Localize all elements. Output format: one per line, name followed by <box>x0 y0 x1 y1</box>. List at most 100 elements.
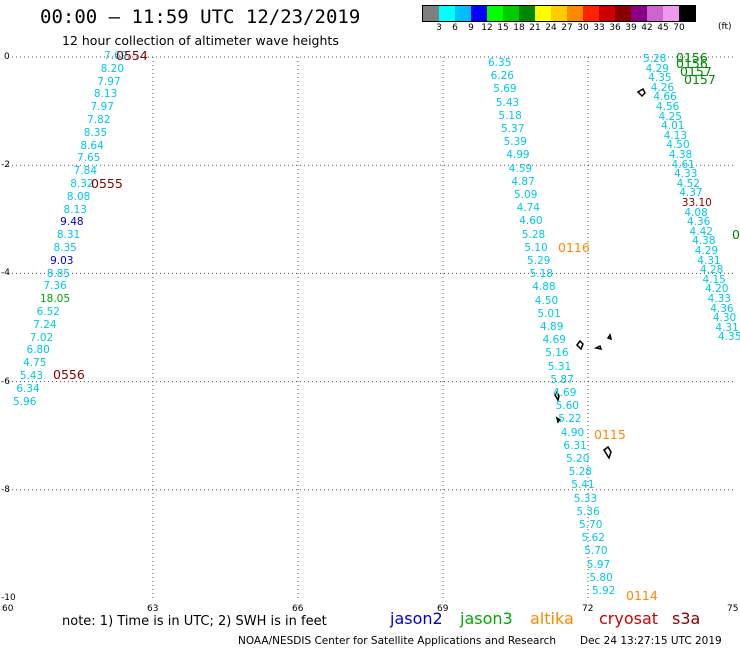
wave-height-value: 4.29 <box>645 62 669 75</box>
wave-height-value: 7.24 <box>33 318 57 331</box>
y-axis-tick-label: -6 <box>1 376 10 387</box>
wave-height-value: 7.02 <box>29 331 54 344</box>
color-scale-cell <box>615 6 631 21</box>
color-scale-label: 15 <box>497 23 509 33</box>
wave-height-value: 6.31 <box>563 439 587 452</box>
y-axis-tick-label: 0 <box>4 52 10 62</box>
wave-height-value: 7.69 <box>104 50 128 62</box>
color-scale-cell <box>519 6 535 21</box>
wave-height-value: 4.35 <box>648 72 672 85</box>
color-scale-bar <box>422 5 696 22</box>
wave-height-value: 5.18 <box>498 109 522 122</box>
island-outline <box>636 87 646 98</box>
color-scale-cell <box>647 6 663 21</box>
footer-credit: NOAA/NESDIS Center for Satellite Applica… <box>238 635 556 647</box>
island-outline <box>593 344 603 350</box>
wave-height-value: 5.01 <box>537 307 561 320</box>
island-outlines <box>554 87 646 460</box>
island-outline <box>555 416 562 424</box>
wave-height-value: 5.37 <box>501 123 525 135</box>
color-scale-unit: (ft) <box>718 22 732 32</box>
page-subtitle: 12 hour collection of altimeter wave hei… <box>62 33 339 48</box>
wave-height-value: 5.97 <box>586 558 611 571</box>
footer-note: note: 1) Time is in UTC; 2) SWH is in fe… <box>62 614 327 629</box>
color-scale-label: 27 <box>561 23 573 33</box>
pass-time-label: 0 <box>732 227 740 242</box>
island-outline <box>606 333 613 341</box>
x-axis-tick-label: 69 <box>437 604 449 614</box>
y-axis-tick-label: -10 <box>1 593 16 603</box>
wave-height-value: 4.28 <box>699 264 724 277</box>
wave-height-value: 8.31 <box>56 229 81 242</box>
wave-height-value: 4.29 <box>694 245 719 257</box>
wave-height-value: 4.50 <box>534 294 559 307</box>
wave-height-value: 4.75 <box>23 357 47 370</box>
wave-height-value: 5.92 <box>592 585 616 597</box>
wave-height-value: 4.08 <box>684 206 708 219</box>
pass-time-label: 0116 <box>558 240 590 255</box>
wave-height-value: 33.10 <box>681 197 712 209</box>
wave-height-value: 4.35 <box>718 331 740 344</box>
pass-time-label: 0157 <box>680 64 712 79</box>
wave-height-value: 5.62 <box>581 532 605 545</box>
wave-height-value: 6.35 <box>488 57 512 69</box>
wave-height-value: 5.20 <box>566 453 590 465</box>
wave-height-value: 5.28 <box>568 466 592 479</box>
wave-height-value: 4.87 <box>511 175 535 188</box>
color-scale-cell <box>567 6 583 21</box>
wave-height-value: 5.87 <box>550 373 574 386</box>
y-axis-tick-label: -2 <box>1 160 10 171</box>
grid-lines <box>8 56 733 598</box>
color-scale-label: 30 <box>577 23 589 33</box>
wave-height-value: 4.33 <box>707 293 732 305</box>
footer-timestamp: Dec 24 13:27:15 UTC 2019 <box>580 635 722 647</box>
wave-height-value: 4.61 <box>671 158 695 171</box>
wave-height-value: 8.08 <box>66 190 91 203</box>
color-scale-label: 12 <box>481 23 493 33</box>
legend-item-jason2: jason2 <box>390 609 443 628</box>
wave-height-value: 5.39 <box>503 136 527 149</box>
wave-height-value: 4.90 <box>560 426 585 439</box>
wave-height-value: 4.69 <box>542 334 566 347</box>
island-outline <box>576 339 584 351</box>
wave-height-value: 8.64 <box>80 139 104 152</box>
color-scale-label: 39 <box>625 23 637 33</box>
wave-height-value: 4.20 <box>705 283 729 296</box>
wave-height-value: 8.32 <box>70 178 94 190</box>
color-scale-label: 70 <box>673 23 685 33</box>
wave-height-value: 8.20 <box>100 62 125 75</box>
legend-item-cryosat: cryosat <box>599 609 659 628</box>
wave-height-value: 4.38 <box>692 235 716 248</box>
wave-height-value: 7.97 <box>90 101 114 114</box>
wave-height-value: 18.05 <box>39 293 71 306</box>
wave-height-value: 7.36 <box>43 280 67 293</box>
color-scale-label: 42 <box>641 23 653 33</box>
legend-item-jason3: jason3 <box>460 609 513 628</box>
wave-height-value: 5.70 <box>584 545 608 558</box>
wave-height-value: 4.59 <box>508 162 533 175</box>
wave-height-value: 5.28 <box>521 228 546 241</box>
pass-time-label: 0115 <box>594 427 626 442</box>
wave-height-value: 5.28 <box>643 53 667 65</box>
wave-height-value: 5.70 <box>579 519 603 531</box>
color-scale-label: 9 <box>468 23 474 33</box>
pass-time-label: 0157 <box>684 72 716 87</box>
color-scale-cell <box>439 6 455 21</box>
wave-height-value: 7.97 <box>97 75 121 88</box>
color-scale-label: 21 <box>529 23 541 33</box>
wave-height-value: 5.29 <box>527 255 551 267</box>
wave-height-value: 4.74 <box>516 202 540 215</box>
color-scale-cell <box>487 6 503 21</box>
wave-height-value: 5.69 <box>493 83 517 96</box>
wave-height-value: 6.80 <box>26 344 50 357</box>
wave-height-value: 4.33 <box>674 168 698 181</box>
wave-height-value: 5.18 <box>529 268 553 281</box>
wave-height-value: 4.99 <box>506 149 530 162</box>
wave-height-value: 5.10 <box>524 241 548 254</box>
wave-height-value: 4.66 <box>653 91 677 104</box>
wave-height-value: 4.26 <box>650 81 675 94</box>
color-scale-cell <box>631 6 647 21</box>
y-axis-tick-label: -8 <box>1 484 10 495</box>
wave-height-value: 4.36 <box>710 302 734 315</box>
